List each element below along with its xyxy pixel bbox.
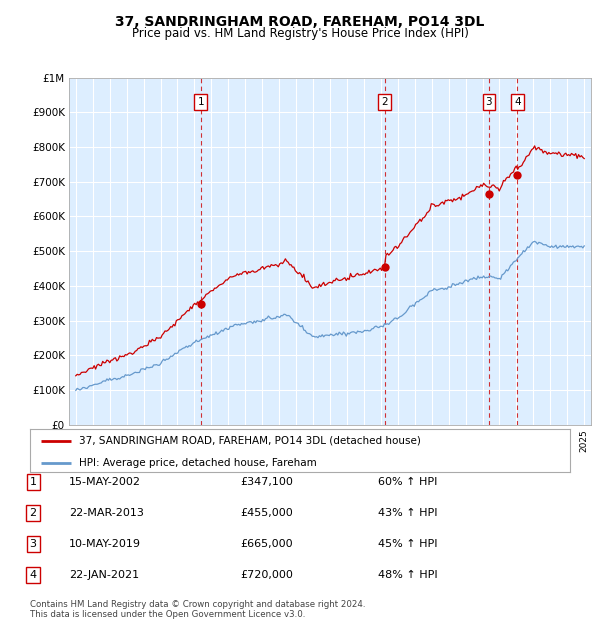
Text: Contains HM Land Registry data © Crown copyright and database right 2024.
This d: Contains HM Land Registry data © Crown c… <box>30 600 365 619</box>
Text: 15-MAY-2002: 15-MAY-2002 <box>69 477 141 487</box>
Text: 45% ↑ HPI: 45% ↑ HPI <box>378 539 437 549</box>
Text: £455,000: £455,000 <box>240 508 293 518</box>
Text: Price paid vs. HM Land Registry's House Price Index (HPI): Price paid vs. HM Land Registry's House … <box>131 27 469 40</box>
Text: 4: 4 <box>514 97 521 107</box>
Text: 22-JAN-2021: 22-JAN-2021 <box>69 570 139 580</box>
Text: 2: 2 <box>381 97 388 107</box>
Text: 4: 4 <box>29 570 37 580</box>
Text: 22-MAR-2013: 22-MAR-2013 <box>69 508 144 518</box>
Text: 43% ↑ HPI: 43% ↑ HPI <box>378 508 437 518</box>
Text: 1: 1 <box>29 477 37 487</box>
Text: 2: 2 <box>29 508 37 518</box>
Text: 37, SANDRINGHAM ROAD, FAREHAM, PO14 3DL (detached house): 37, SANDRINGHAM ROAD, FAREHAM, PO14 3DL … <box>79 436 421 446</box>
Text: 3: 3 <box>29 539 37 549</box>
Text: £665,000: £665,000 <box>240 539 293 549</box>
Text: 1: 1 <box>197 97 204 107</box>
Text: 60% ↑ HPI: 60% ↑ HPI <box>378 477 437 487</box>
Text: £720,000: £720,000 <box>240 570 293 580</box>
Text: 3: 3 <box>485 97 492 107</box>
Text: 10-MAY-2019: 10-MAY-2019 <box>69 539 141 549</box>
Text: 48% ↑ HPI: 48% ↑ HPI <box>378 570 437 580</box>
Text: HPI: Average price, detached house, Fareham: HPI: Average price, detached house, Fare… <box>79 458 316 468</box>
Text: 37, SANDRINGHAM ROAD, FAREHAM, PO14 3DL: 37, SANDRINGHAM ROAD, FAREHAM, PO14 3DL <box>115 16 485 30</box>
Text: £347,100: £347,100 <box>240 477 293 487</box>
